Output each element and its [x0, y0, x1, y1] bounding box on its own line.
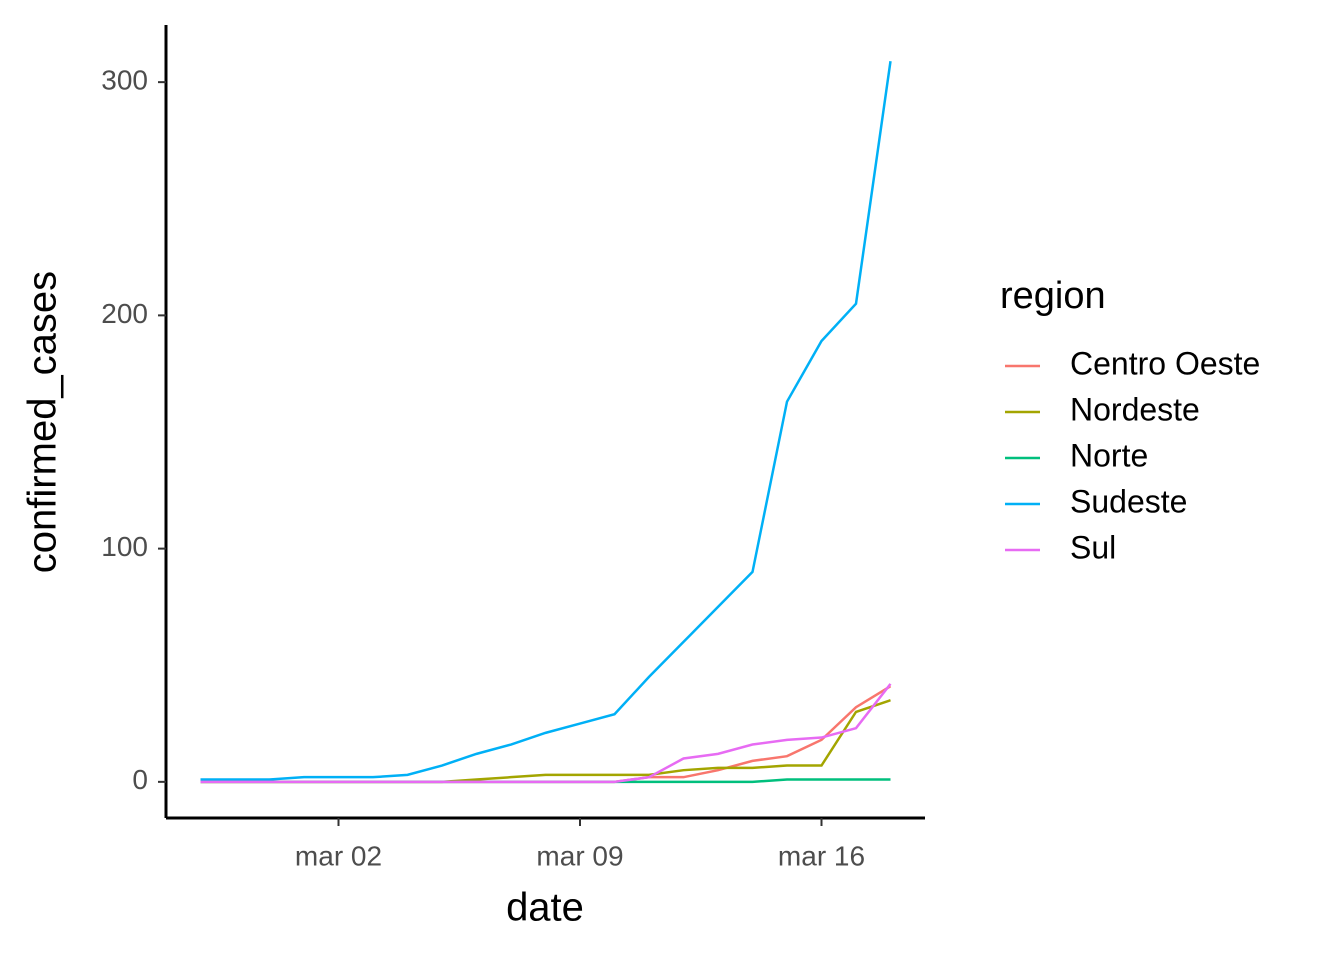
series-line	[200, 60, 892, 781]
y-axis-title: confirmed_cases	[21, 271, 65, 573]
y-tick-label: 0	[132, 764, 148, 795]
legend-label: Sudeste	[1070, 483, 1187, 519]
legend-label: Centro Oeste	[1070, 345, 1260, 381]
y-tick-label: 200	[101, 298, 148, 329]
legend-title: region	[1000, 275, 1106, 317]
x-axis-title: date	[506, 886, 584, 930]
x-tick-label: mar 16	[778, 840, 865, 871]
y-tick-label: 100	[101, 531, 148, 562]
x-tick-label: mar 09	[536, 840, 623, 871]
legend-label: Nordeste	[1070, 391, 1200, 427]
series-line	[200, 683, 892, 784]
y-tick-label: 300	[101, 65, 148, 96]
legend-label: Norte	[1070, 437, 1148, 473]
x-tick-label: mar 02	[295, 840, 382, 871]
legend-label: Sul	[1070, 529, 1116, 565]
